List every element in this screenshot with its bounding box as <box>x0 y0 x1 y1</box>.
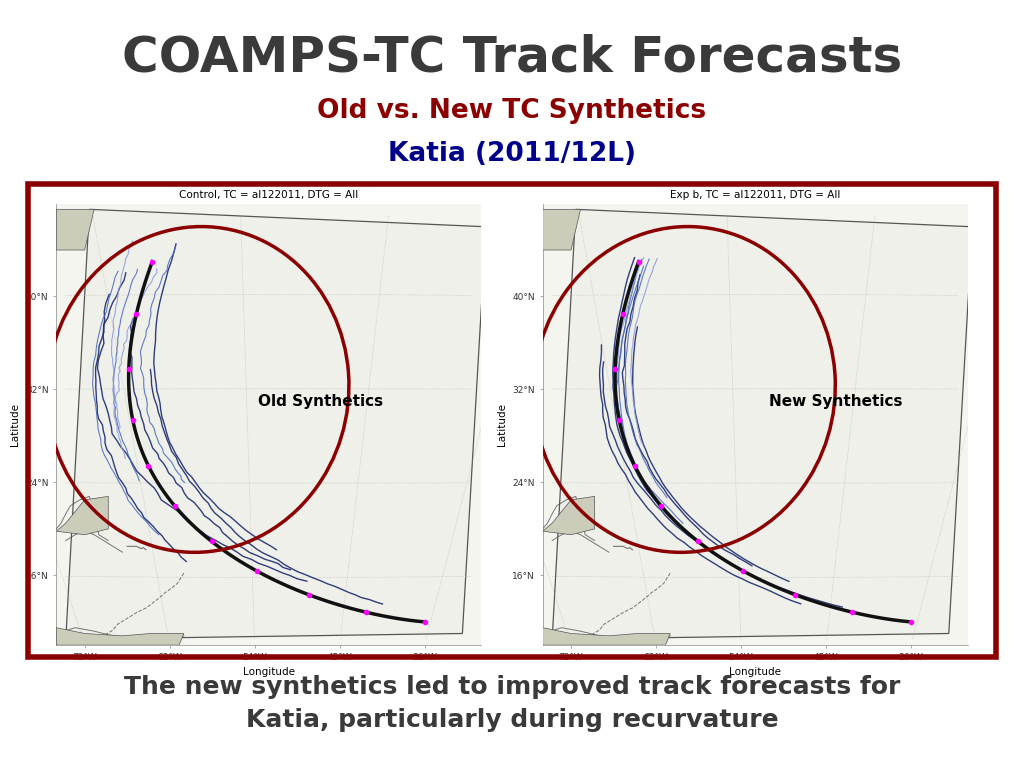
Text: The new synthetics led to improved track forecasts for: The new synthetics led to improved track… <box>124 675 900 700</box>
X-axis label: Longitude: Longitude <box>729 667 781 677</box>
Text: Katia (2011/12L): Katia (2011/12L) <box>388 141 636 167</box>
Text: Katia, particularly during recurvature: Katia, particularly during recurvature <box>246 708 778 733</box>
Title: Control, TC = al122011, DTG = All: Control, TC = al122011, DTG = All <box>179 190 358 200</box>
Polygon shape <box>56 496 109 535</box>
Text: Old Synthetics: Old Synthetics <box>258 393 383 409</box>
Polygon shape <box>543 627 670 645</box>
Y-axis label: Latitude: Latitude <box>10 403 20 445</box>
Text: COAMPS-TC Track Forecasts: COAMPS-TC Track Forecasts <box>122 34 902 81</box>
Polygon shape <box>56 627 184 645</box>
X-axis label: Longitude: Longitude <box>243 667 295 677</box>
Polygon shape <box>56 210 94 250</box>
Y-axis label: Latitude: Latitude <box>497 403 507 445</box>
Polygon shape <box>543 210 581 250</box>
Text: Old vs. New TC Synthetics: Old vs. New TC Synthetics <box>317 98 707 124</box>
Title: Exp b, TC = al122011, DTG = All: Exp b, TC = al122011, DTG = All <box>670 190 841 200</box>
Polygon shape <box>543 496 595 535</box>
Text: New Synthetics: New Synthetics <box>769 393 902 409</box>
Polygon shape <box>66 210 486 639</box>
Polygon shape <box>552 210 973 639</box>
